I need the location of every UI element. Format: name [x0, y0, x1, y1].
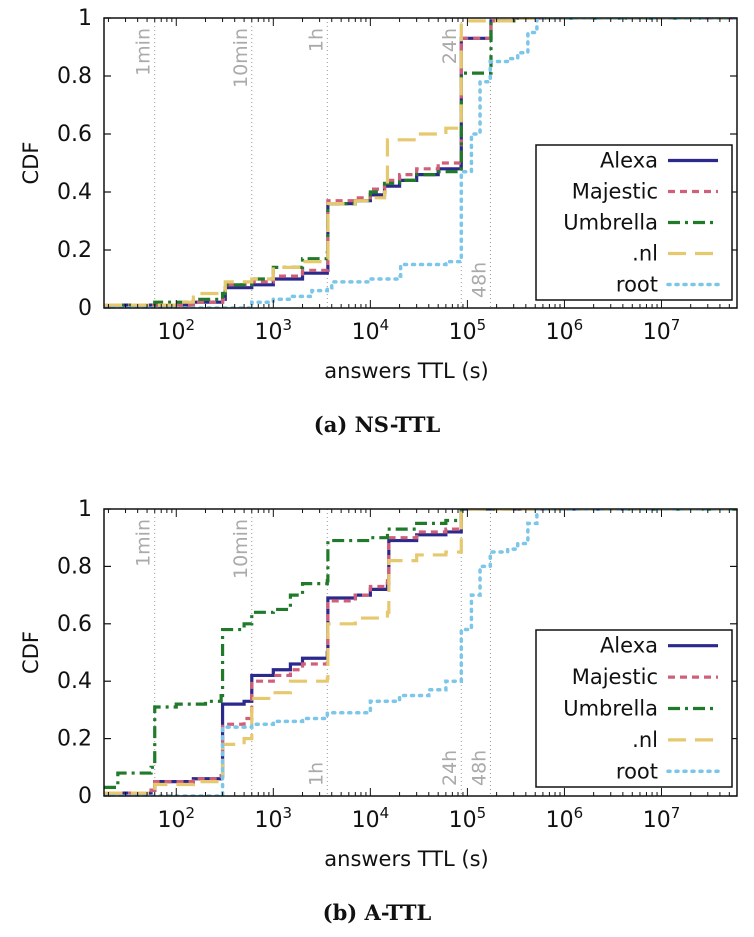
x-tick-label: 105: [449, 804, 487, 833]
x-tick-base: 10: [352, 320, 380, 345]
x-tick-base: 10: [546, 808, 574, 833]
x-tick-label: 104: [352, 316, 390, 345]
reference-label-1min: 1min: [133, 519, 155, 567]
reference-label-24h: 24h: [439, 750, 461, 786]
x-tick-exponent: 2: [185, 804, 195, 822]
x-tick-base: 10: [255, 320, 283, 345]
y-tick-label: 0.2: [57, 727, 92, 752]
series-line-root: [104, 509, 737, 796]
legend-label-Alexa: Alexa: [600, 149, 658, 173]
legend-label-Umbrella: Umbrella: [563, 697, 658, 721]
x-tick-label: 106: [546, 804, 584, 833]
x-tick-base: 10: [546, 320, 574, 345]
figure-caption: (a) NS-TTL: [314, 412, 441, 437]
reference-label-1h: 1h: [305, 762, 327, 786]
legend-label-root: root: [616, 273, 658, 297]
x-axis-title: answers TTL (s): [324, 847, 488, 871]
y-axis-title: CDF: [19, 142, 43, 185]
y-axis-title: CDF: [19, 631, 43, 674]
reference-label-10min: 10min: [230, 519, 252, 579]
x-tick-label: 107: [643, 316, 681, 345]
figure-caption: (b) A-TTL: [323, 900, 432, 925]
legend-label-nl: .nl: [632, 242, 658, 266]
reference-label-48h: 48h: [468, 750, 490, 786]
y-tick-label: 0.8: [57, 64, 92, 89]
y-tick-label: 0.6: [57, 122, 92, 147]
y-tick-label: 0.2: [57, 238, 92, 263]
y-tick-label: 0.4: [57, 180, 92, 205]
x-tick-base: 10: [157, 808, 185, 833]
x-tick-base: 10: [255, 808, 283, 833]
x-tick-exponent: 5: [477, 316, 487, 334]
x-tick-exponent: 7: [671, 804, 681, 822]
x-tick-exponent: 2: [185, 316, 195, 334]
x-tick-base: 10: [449, 320, 477, 345]
x-axis-title: answers TTL (s): [324, 359, 488, 383]
x-tick-exponent: 6: [574, 804, 584, 822]
x-tick-label: 106: [546, 316, 584, 345]
legend-label-Majestic: Majestic: [572, 665, 658, 689]
x-tick-base: 10: [643, 320, 671, 345]
x-tick-exponent: 7: [671, 316, 681, 334]
y-tick-label: 1: [78, 6, 92, 31]
reference-label-1min: 1min: [133, 28, 155, 76]
plot-frame: [103, 17, 738, 309]
x-tick-base: 10: [643, 808, 671, 833]
x-tick-label: 104: [352, 804, 390, 833]
x-tick-exponent: 6: [574, 316, 584, 334]
x-tick-exponent: 3: [283, 316, 293, 334]
legend: Alexa Majestic Umbrella .nl root: [535, 144, 733, 301]
reference-label-1h: 1h: [305, 28, 327, 52]
y-tick-label: 1: [78, 497, 92, 522]
x-tick-label: 103: [255, 804, 293, 833]
y-tick-label: 0.4: [57, 669, 92, 694]
reference-label-10min: 10min: [230, 28, 252, 88]
y-tick-label: 0.6: [57, 612, 92, 637]
legend-label-Alexa: Alexa: [600, 634, 658, 658]
x-tick-base: 10: [449, 808, 477, 833]
x-tick-base: 10: [352, 808, 380, 833]
y-tick-label: 0: [78, 296, 92, 321]
x-tick-exponent: 4: [380, 804, 390, 822]
x-tick-label: 102: [157, 316, 195, 345]
x-tick-label: 102: [157, 804, 195, 833]
reference-label-24h: 24h: [439, 28, 461, 64]
series-line-Majestic: [104, 509, 737, 795]
x-tick-label: 107: [643, 804, 681, 833]
x-tick-exponent: 5: [477, 804, 487, 822]
y-tick-label: 0.8: [57, 554, 92, 579]
x-tick-label: 103: [255, 316, 293, 345]
legend-label-root: root: [616, 759, 658, 783]
legend: Alexa Majestic Umbrella .nl root: [535, 629, 733, 788]
plot-frame: [103, 508, 738, 797]
series-line-nl: [104, 509, 737, 795]
series-line-root: [104, 18, 737, 308]
y-tick-label: 0: [78, 784, 92, 809]
series-line-nl: [104, 18, 737, 307]
x-tick-label: 105: [449, 316, 487, 345]
series-line-Umbrella: [104, 18, 737, 307]
reference-label-48h: 48h: [468, 262, 490, 298]
legend-label-Umbrella: Umbrella: [563, 211, 658, 235]
x-tick-exponent: 4: [380, 316, 390, 334]
x-tick-base: 10: [157, 320, 185, 345]
legend-label-nl: .nl: [632, 728, 658, 752]
legend-label-Majestic: Majestic: [572, 180, 658, 204]
x-tick-exponent: 3: [283, 804, 293, 822]
